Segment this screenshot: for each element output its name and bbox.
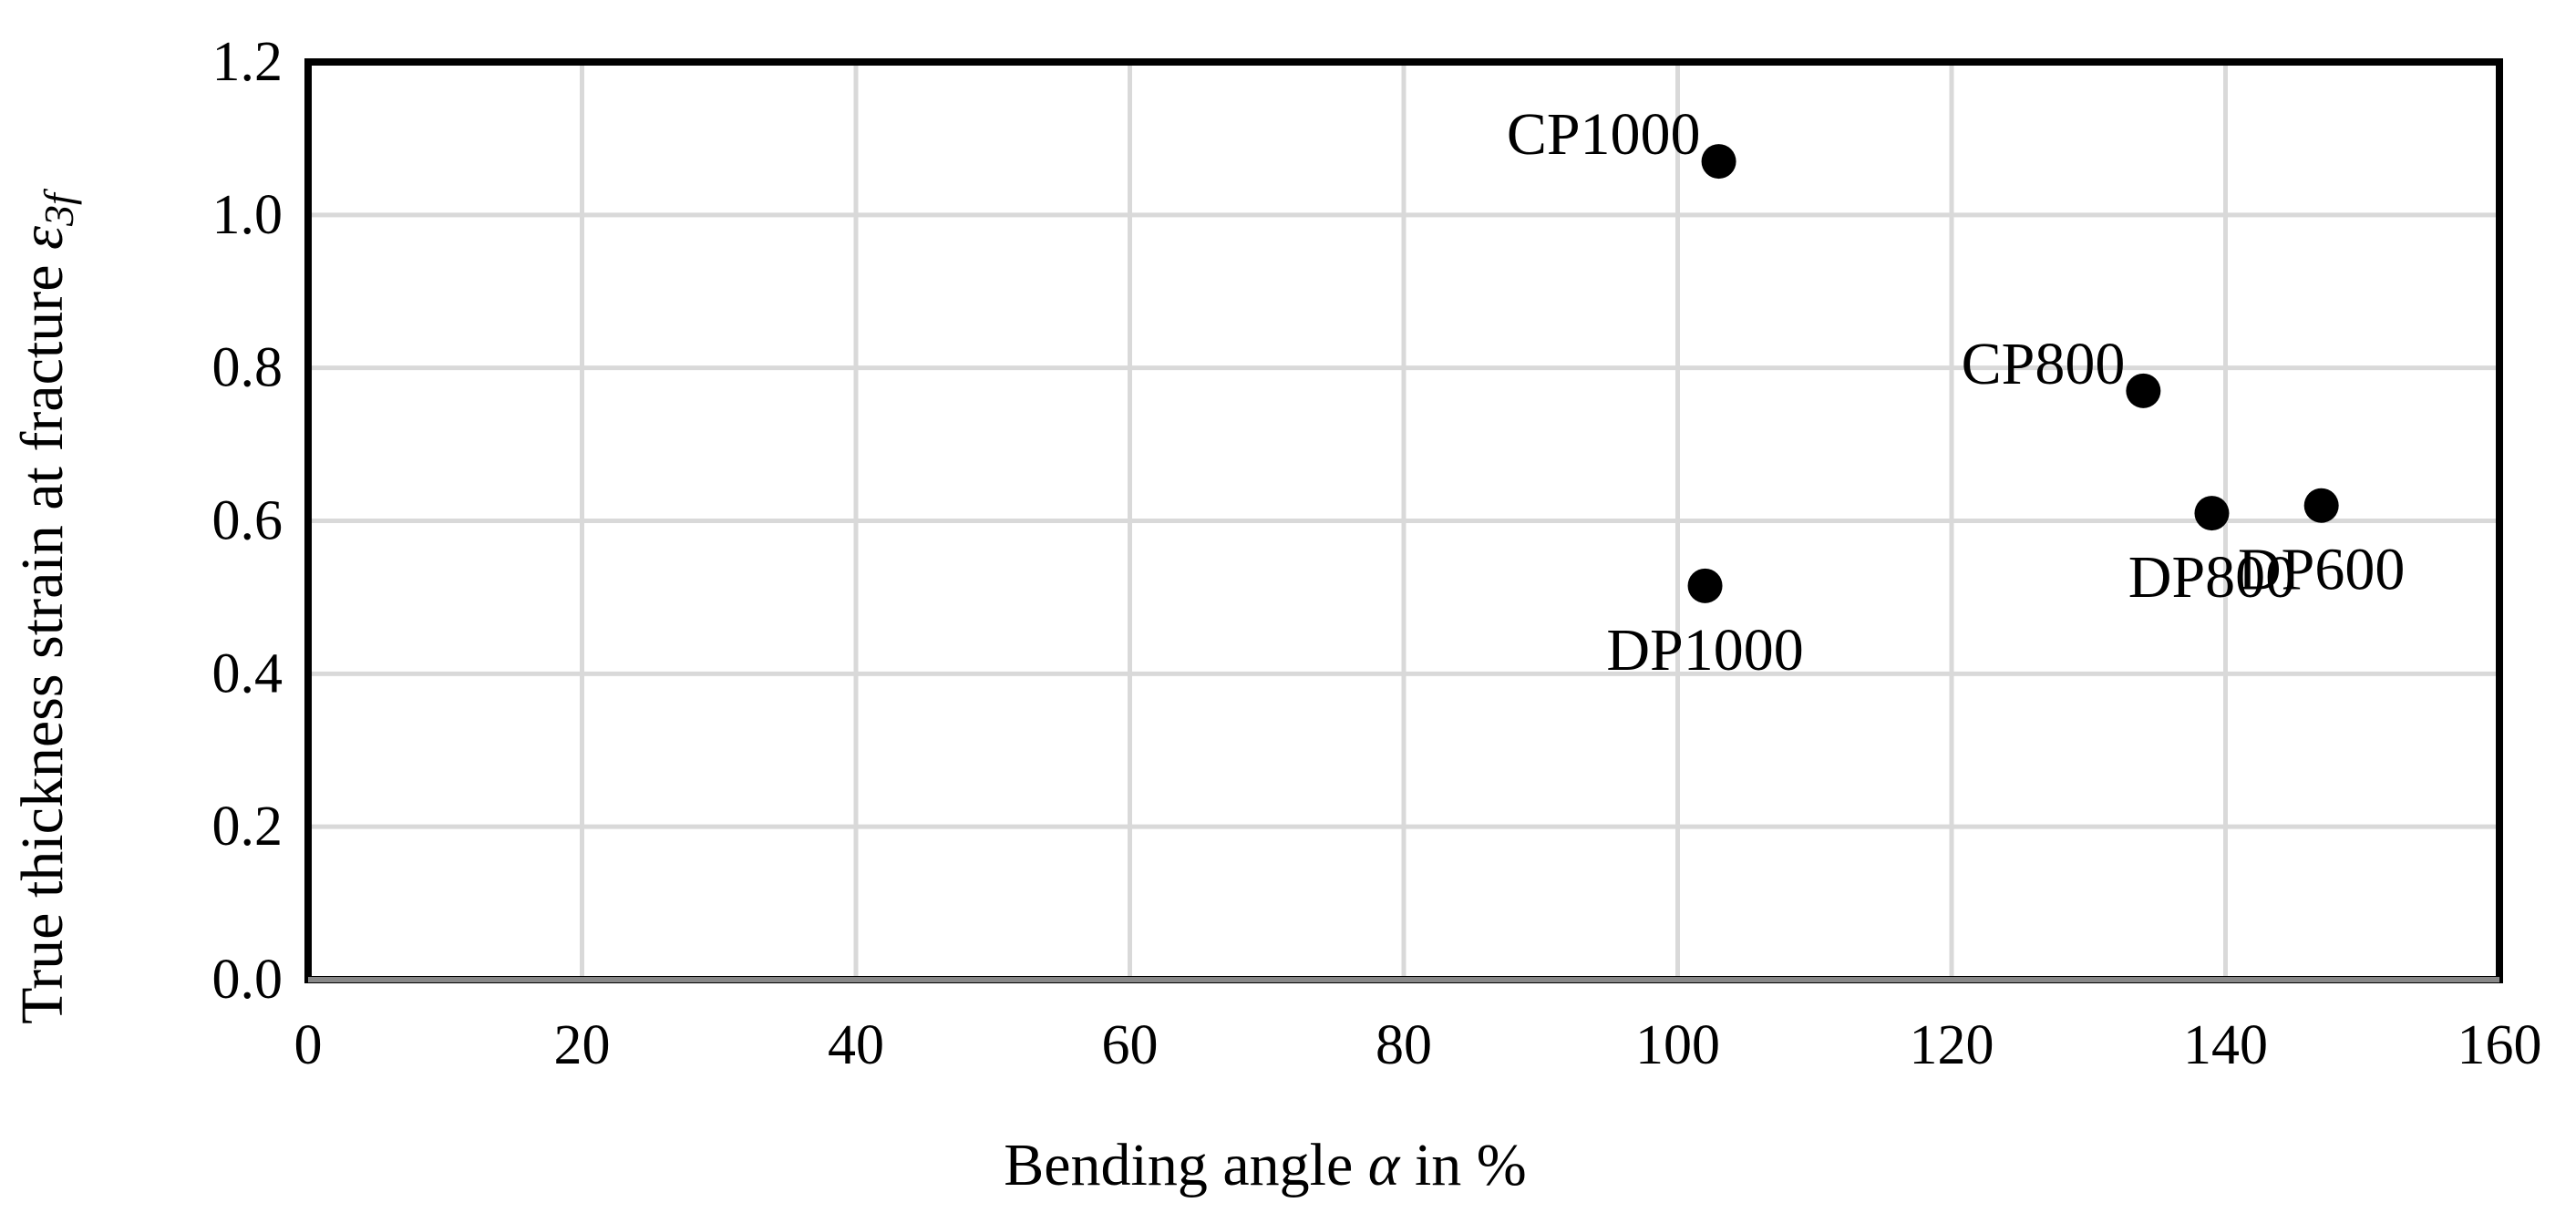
y-axis-title-symbol: ε <box>9 226 76 250</box>
x-tick-label: 140 <box>2183 1014 2268 1076</box>
x-tick-label: 80 <box>1376 1014 1432 1076</box>
y-axis-title-prefix: True thickness strain at fracture <box>9 250 76 1024</box>
data-point-label: DP600 <box>2238 537 2405 603</box>
y-tick-labels: 0.0 0.2 0.4 0.6 0.8 1.0 1.2 <box>212 31 283 1011</box>
data-point <box>1701 144 1736 180</box>
x-tick-labels: 0 20 40 60 80 100 120 140 160 <box>294 1014 2542 1076</box>
data-points <box>1687 144 2339 603</box>
y-tick-label: 0.2 <box>212 796 283 858</box>
data-point <box>2126 373 2161 408</box>
y-tick-label: 0.8 <box>212 337 283 399</box>
y-tick-label: 0.6 <box>212 490 283 552</box>
y-axis-title: True thickness strain at fracture ε3f <box>9 188 82 1024</box>
data-point-label: CP1000 <box>1507 101 1701 168</box>
grid <box>308 62 2499 980</box>
y-tick-label: 1.2 <box>212 31 283 93</box>
x-tick-label: 20 <box>554 1014 611 1076</box>
y-axis-title-subscript: 3f <box>36 188 82 227</box>
x-tick-label: 120 <box>1910 1014 1994 1076</box>
data-point-label: DP800 <box>2128 544 2295 611</box>
x-tick-label: 160 <box>2458 1014 2542 1076</box>
x-axis-title: Bending angle α in % <box>1004 1132 1527 1198</box>
y-tick-label: 1.0 <box>212 184 283 246</box>
x-tick-label: 60 <box>1102 1014 1159 1076</box>
data-point-label: CP800 <box>1962 331 2126 397</box>
x-axis-title-symbol: α <box>1368 1132 1401 1198</box>
y-tick-label: 0.4 <box>212 642 283 704</box>
x-axis-title-prefix: Bending angle <box>1004 1132 1368 1198</box>
x-tick-label: 100 <box>1635 1014 1720 1076</box>
y-tick-label: 0.0 <box>212 949 283 1011</box>
x-tick-label: 40 <box>828 1014 884 1076</box>
data-point-label: DP1000 <box>1606 617 1803 683</box>
data-point <box>2303 488 2339 523</box>
x-axis-title-suffix: in % <box>1399 1132 1526 1198</box>
data-point <box>1687 568 1723 603</box>
x-tick-label: 0 <box>294 1014 323 1076</box>
data-point <box>2194 496 2230 531</box>
